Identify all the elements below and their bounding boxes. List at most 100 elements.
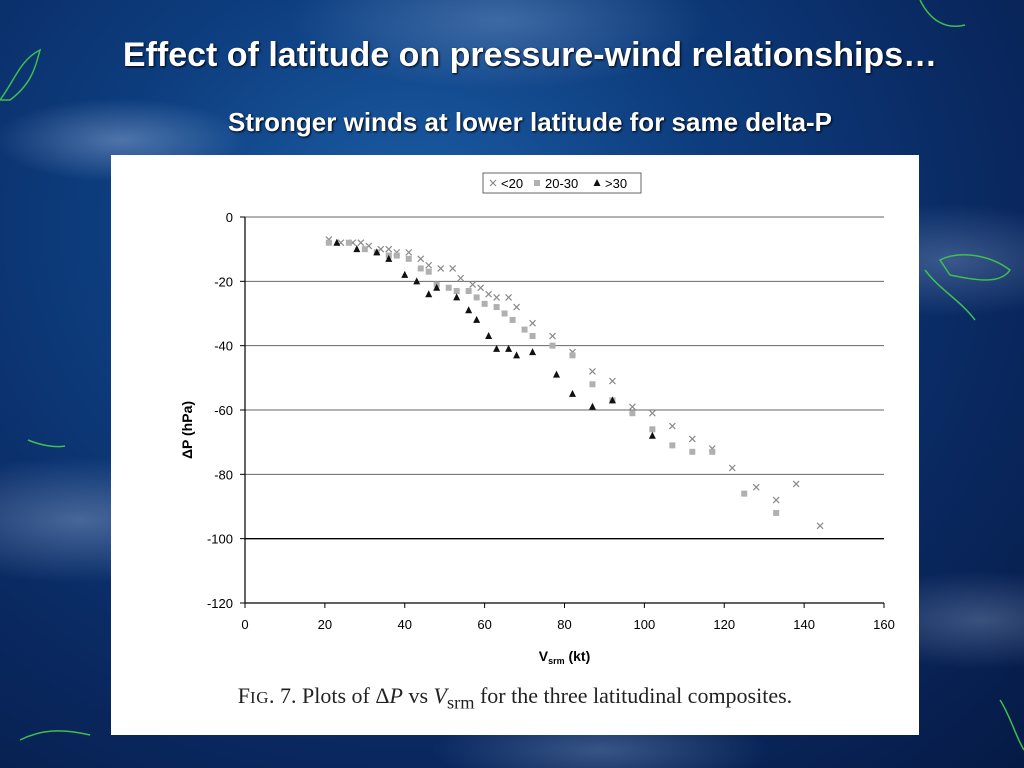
point-x [589,367,596,375]
y-tick-label: -20 [214,274,233,289]
point-square [361,246,368,253]
y-tick-label: -80 [214,467,233,482]
point-x [469,281,477,288]
point-triangle [453,293,461,301]
point-triangle [608,396,616,404]
slide-subtitle: Stronger winds at lower latitude for sam… [228,107,832,137]
marker-stroke [425,261,433,269]
point-triangle [588,402,596,410]
legend: <20 20-30 >30 [482,172,642,194]
point-x [385,245,393,253]
figure-caption: FIG. 7. Plots of ΔP vs Vsrm for the thre… [237,683,793,713]
point-x [405,248,413,256]
point-square [709,448,716,455]
marker-stroke [772,496,780,504]
marker-stroke [816,522,824,530]
legend-label: 20-30 [545,176,578,191]
point-square [345,239,352,246]
point-triangle [433,283,441,291]
y-tick-label: -100 [207,532,233,547]
legend-marker [489,179,497,187]
marker-stroke [668,422,676,430]
marker-stroke [549,332,556,340]
point-x [449,265,457,272]
point-square [669,442,676,449]
legend-box [482,172,642,194]
x-tick-label: 120 [713,617,735,632]
marker-stroke [357,239,365,247]
marker-stroke [505,293,513,301]
point-square [689,448,696,455]
axes [240,216,885,608]
marker-stroke [513,303,520,311]
point-square [405,255,412,262]
marker-stroke [477,284,485,292]
figure-panel: <20 20-30 >30 0 -20 -40 -60 -80 -100 -120 0 20 40 60… [111,155,919,735]
point-x [816,522,824,530]
point-triangle [568,389,576,397]
point-triangle [553,370,561,378]
point-square [569,352,576,359]
marker-stroke [609,377,616,385]
point-square [393,252,400,259]
point-x [752,483,760,491]
marker-stroke [493,293,501,301]
point-square [425,268,432,275]
point-x [417,255,425,263]
point-x [425,261,433,269]
x-tick-label: 160 [873,617,895,632]
point-triangle [473,315,481,323]
x-tick-label: 40 [398,617,412,632]
marker-stroke [752,483,760,491]
point-x [792,480,800,488]
point-x [457,274,465,282]
marker-stroke [457,274,465,282]
point-square [509,316,516,323]
point-x [513,303,520,311]
point-x [628,403,636,411]
point-x [609,377,616,385]
point-square [417,265,424,272]
point-x [728,464,736,472]
point-triangle [513,351,521,359]
marker-stroke [485,290,493,298]
x-tick-label: 80 [557,617,571,632]
tick-labels: 0 -20 -40 -60 -80 -100 -120 0 20 40 60 80 100 120 140 1… [207,210,895,632]
y-tick-label: -60 [214,403,233,418]
legend-label: <20 [501,176,523,191]
marker-stroke [449,265,457,272]
point-x [668,422,676,430]
point-triangle [333,238,341,246]
marker-stroke [628,403,636,411]
y-tick-label: 0 [226,210,233,225]
marker-stroke [417,255,425,263]
point-triangle [485,332,493,340]
y-axis-label: ΔP (hPa) [179,401,195,459]
y-tick-label: -40 [214,339,233,354]
x-tick-label: 20 [318,617,332,632]
point-square [773,509,780,516]
marker-stroke [792,480,800,488]
point-x [529,319,536,327]
scatter-chart: <20 20-30 >30 0 -20 -40 -60 -80 -100 -120 0 20 40 60… [179,172,895,666]
point-square [473,294,480,301]
slide-title: Effect of latitude on pressure-wind rela… [122,36,938,74]
legend-marker [534,180,540,186]
point-square [521,326,528,333]
point-square [629,410,636,417]
axis-labels: Vsrm (kt) ΔP (hPa) [179,401,590,666]
point-x [485,290,493,298]
point-triangle [413,277,421,285]
point-triangle [529,348,537,356]
data-points [325,236,824,530]
legend-label: >30 [605,176,627,191]
point-x [772,496,780,504]
point-triangle [385,254,393,262]
marker-stroke [405,248,413,256]
point-square [549,342,556,349]
point-square [445,284,452,291]
x-tick-label: 60 [477,617,491,632]
point-x [493,293,501,301]
point-square [493,304,500,311]
